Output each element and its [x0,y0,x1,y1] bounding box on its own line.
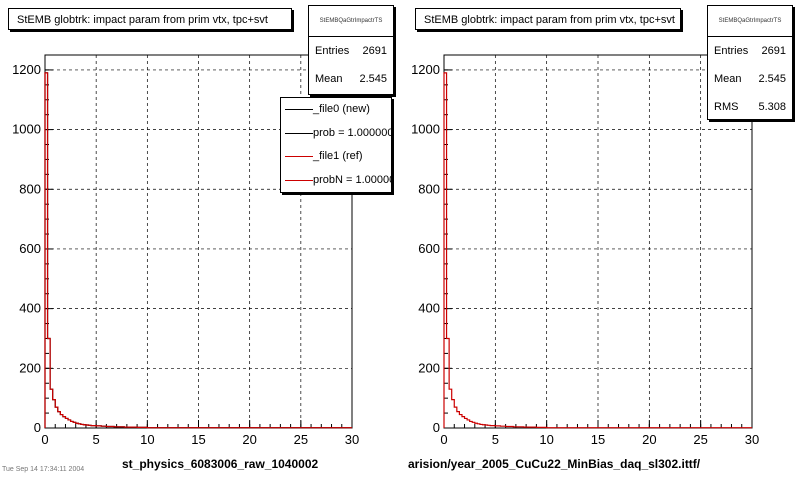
y-tick-label: 600 [19,241,41,256]
x-tick-label: 20 [242,432,256,447]
stats-label: Mean [714,73,742,85]
file-label-right: arision/year_2005_CuCu22_MinBias_daq_sl3… [408,457,701,471]
x-tick-label: 25 [294,432,308,447]
stats-row-mean: Mean 2.545 [708,65,792,93]
legend-box: _file0 (new) prob = 1.000000 _file1 (ref… [280,97,392,193]
y-tick-label: 400 [418,301,440,316]
y-tick-label: 800 [418,181,440,196]
stats-value: 2691 [761,45,786,57]
x-tick-label: 30 [745,432,759,447]
timestamp-footer: Tue Sep 14 17:34:11 2004 [2,466,85,473]
legend-swatch [285,156,313,157]
histogram-title-left: StEMB globtrk: impact param from prim vt… [8,8,292,30]
y-tick-label: 800 [19,181,41,196]
file-label-left: st_physics_6083006_raw_1040002 [122,457,319,471]
y-tick-label: 1000 [12,122,41,137]
stats-label: Entries [315,45,350,57]
histogram-series-line [44,72,352,429]
stats-box-left: StEMBQaGtrImpactrTS Entries 2691 Mean 2.… [308,5,394,95]
x-tick-label: 15 [591,432,605,447]
legend-label: _file0 (new) [313,103,370,115]
x-tick-label: 20 [642,432,656,447]
y-tick-label: 0 [433,420,440,435]
stats-value: 2.545 [758,73,786,85]
stats-box-right: StEMBQaGtrImpactrTS Entries 2691 Mean 2.… [707,5,793,120]
x-tick-label: 25 [693,432,707,447]
legend-swatch [285,109,313,110]
x-tick-label: 5 [93,432,100,447]
x-tick-label: 10 [140,432,154,447]
stats-value: 2.545 [359,73,387,85]
histogram-panel-right: 0 5 10 15 20 25 30 0 200 400 600 800 1000 1200 [411,54,759,447]
stats-label: Entries [714,45,749,57]
y-tick-label: 1200 [12,62,41,77]
legend-label: prob = 1.000000 [313,126,392,139]
y-tick-label: 400 [19,301,41,316]
legend-entry: probN = 1.000000 [281,169,391,193]
stats-header: StEMBQaGtrImpactrTS [708,6,792,37]
x-tick-label: 15 [191,432,205,447]
legend-swatch [285,132,313,134]
x-tick-label: 5 [492,432,499,447]
legend-entry: _file1 (ref) [281,145,391,169]
x-tick-label: 10 [539,432,553,447]
y-tick-label: 200 [418,360,440,375]
y-tick-label: 600 [418,241,440,256]
x-tick-label: 0 [440,432,447,447]
stats-row-mean: Mean 2.545 [309,65,393,93]
x-tick-label: 30 [345,432,359,447]
y-tick-label: 1200 [411,62,440,77]
legend-entry: _file0 (new) [281,98,391,122]
stats-label: RMS [714,101,739,113]
stats-label: Mean [315,73,343,85]
stats-row-entries: Entries 2691 [309,37,393,65]
stats-value: 2691 [362,45,387,57]
stats-header: StEMBQaGtrImpactrTS [309,6,393,37]
legend-label: probN = 1.000000 [313,173,391,186]
y-tick-label: 0 [34,420,41,435]
y-tick-label: 200 [19,360,41,375]
legend-label: _file1 (ref) [313,150,363,162]
histogram-series-line [443,72,752,429]
legend-entry: prob = 1.000000 [281,122,391,146]
x-tick-label: 0 [41,432,48,447]
y-tick-label: 1000 [411,122,440,137]
histogram-title-right: StEMB globtrk: impact param from prim vt… [415,8,681,30]
stats-row-entries: Entries 2691 [708,37,792,65]
stats-value: 5.308 [758,101,786,113]
legend-swatch [285,179,313,181]
stats-row-rms: RMS 5.308 [708,93,792,121]
